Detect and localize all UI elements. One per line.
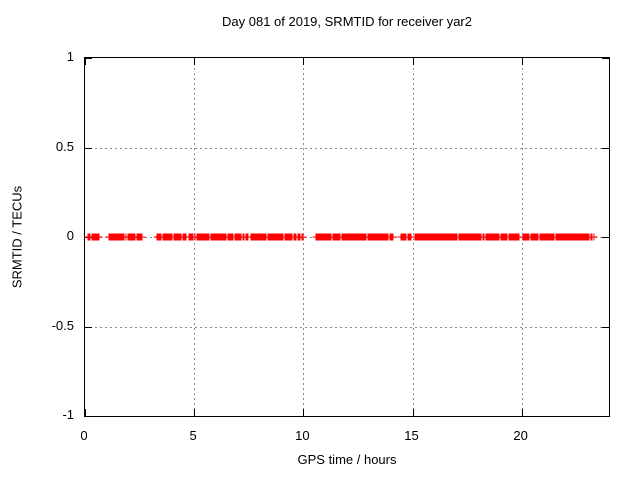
x-tick-label: 15 xyxy=(404,428,419,443)
y-tick-mark xyxy=(602,58,609,59)
plot-area xyxy=(84,57,610,417)
y-tick-mark xyxy=(602,416,609,417)
x-tick-label: 5 xyxy=(189,428,197,443)
y-tick-mark xyxy=(85,147,92,149)
x-tick-mark xyxy=(303,58,305,65)
x-axis-title: GPS time / hours xyxy=(297,452,397,467)
x-tick-mark xyxy=(194,58,196,65)
data-point-marker xyxy=(389,233,397,241)
y-tick-mark xyxy=(85,58,92,59)
y-tick-label: -1 xyxy=(62,407,74,422)
data-point-marker xyxy=(590,233,598,241)
y-tick-mark xyxy=(602,147,609,149)
data-point-marker xyxy=(95,233,103,241)
x-tick-mark xyxy=(85,58,86,65)
y-gridline xyxy=(85,326,609,328)
x-tick-mark xyxy=(412,409,414,416)
y-tick-mark xyxy=(602,237,609,238)
y-tick-label: 1 xyxy=(66,49,74,64)
x-tick-label: 10 xyxy=(295,428,310,443)
y-gridline xyxy=(85,147,609,149)
x-tick-mark xyxy=(85,409,86,416)
y-tick-label: 0.5 xyxy=(55,138,74,154)
x-tick-mark xyxy=(521,409,523,416)
x-tick-mark xyxy=(412,58,414,65)
y-tick-label: 0 xyxy=(66,228,74,243)
chart-title: Day 081 of 2019, SRMTID for receiver yar… xyxy=(222,14,472,29)
x-tick-label: 0 xyxy=(80,428,88,443)
data-point-marker xyxy=(407,233,415,241)
y-tick-label: -0.5 xyxy=(51,317,74,333)
data-point-marker xyxy=(299,233,307,241)
y-tick-mark xyxy=(85,416,92,417)
x-tick-mark xyxy=(194,409,196,416)
data-point-marker xyxy=(138,233,146,241)
x-tick-mark xyxy=(521,58,523,65)
y-tick-mark xyxy=(602,326,609,328)
x-tick-label: 20 xyxy=(513,428,528,443)
x-tick-mark xyxy=(303,409,305,416)
y-tick-mark xyxy=(85,326,92,328)
